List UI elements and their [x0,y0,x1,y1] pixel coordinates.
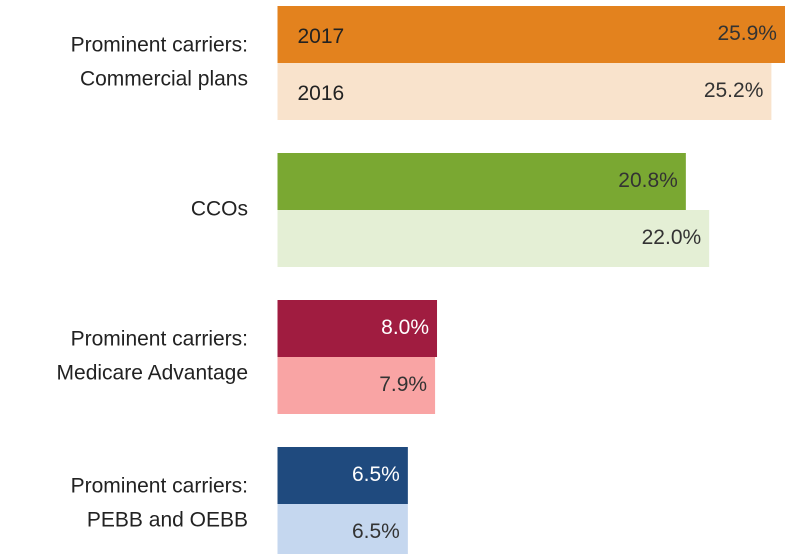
bar [277,357,436,414]
bar [277,504,408,554]
series-label: 2017 [298,25,345,48]
category-label: Medicare Advantage [57,362,248,385]
value-label: 25.2% [704,79,764,102]
value-label: 6.5% [352,463,400,486]
value-label: 8.0% [381,316,429,339]
bar [277,6,785,63]
bar [277,63,772,120]
value-label: 25.9% [717,22,777,45]
bar [277,447,408,504]
value-label: 6.5% [352,520,400,543]
category-label: Prominent carriers: [71,475,248,498]
bar [277,210,710,267]
series-label: 2016 [298,82,345,105]
category-label: PEBB and OEBB [87,509,248,532]
category-label: Prominent carriers: [71,328,248,351]
value-label: 22.0% [642,226,702,249]
category-label: CCOs [191,198,248,221]
category-label: Commercial plans [80,68,248,91]
value-label: 20.8% [618,169,678,192]
value-label: 7.9% [379,373,427,396]
bar [277,153,686,210]
category-label: Prominent carriers: [71,34,248,57]
bar [277,300,438,357]
